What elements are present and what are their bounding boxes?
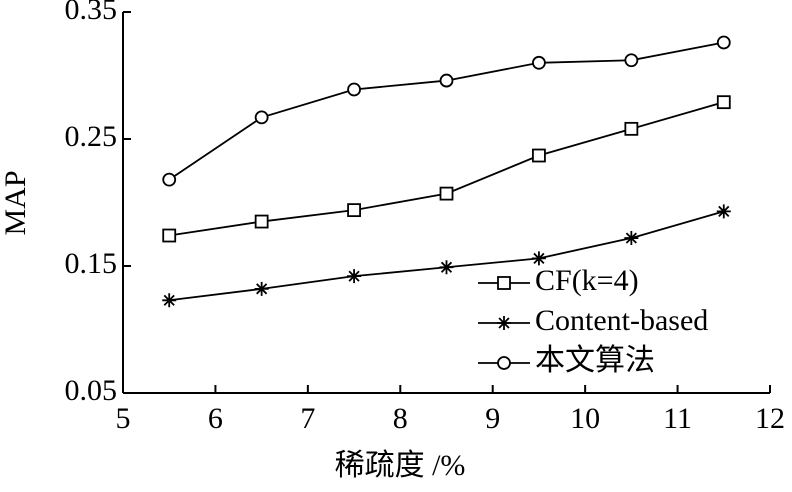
x-tick-label: 12 xyxy=(755,402,785,435)
y-tick-label: 0.25 xyxy=(65,120,118,153)
data-point xyxy=(716,95,731,110)
legend-label: 本文算法 xyxy=(535,344,655,377)
data-point xyxy=(347,203,361,218)
data-point xyxy=(532,55,546,70)
legend-marker xyxy=(497,356,511,370)
series-line xyxy=(169,210,725,302)
x-tick-label: 9 xyxy=(485,402,500,435)
data-point xyxy=(439,260,454,275)
data-point xyxy=(624,121,639,136)
y-axis-label: MAP xyxy=(0,170,32,235)
data-point xyxy=(716,35,731,50)
data-point xyxy=(254,214,269,229)
series-line xyxy=(169,101,725,237)
data-point xyxy=(254,110,269,125)
data-point xyxy=(716,204,731,219)
data-point xyxy=(624,231,639,246)
data-point xyxy=(162,228,177,243)
x-axis-label: 稀疏度 /% xyxy=(335,449,466,482)
data-point xyxy=(532,148,546,163)
legend-marker xyxy=(497,316,511,330)
data-point xyxy=(162,293,177,308)
data-point xyxy=(439,73,454,88)
x-tick-label: 5 xyxy=(116,402,131,435)
data-point xyxy=(439,186,454,201)
legend-label: CF(k=4) xyxy=(535,264,639,297)
y-tick-label: 0.15 xyxy=(65,247,118,280)
y-tick-label: 0.35 xyxy=(65,0,118,26)
x-tick-label: 8 xyxy=(393,402,408,435)
x-tick-label: 6 xyxy=(208,402,223,435)
data-point xyxy=(347,269,362,284)
data-point xyxy=(162,172,177,187)
data-point xyxy=(531,251,546,266)
legend-marker xyxy=(497,276,511,290)
data-point xyxy=(624,53,639,68)
series-line xyxy=(168,41,724,181)
data-point xyxy=(254,281,269,296)
legend-label: Content-based xyxy=(535,304,708,337)
x-tick-label: 11 xyxy=(663,402,692,435)
y-tick-label: 0.05 xyxy=(65,374,118,407)
data-point xyxy=(347,82,361,97)
x-tick-label: 10 xyxy=(570,402,600,435)
x-tick-label: 7 xyxy=(300,402,315,435)
